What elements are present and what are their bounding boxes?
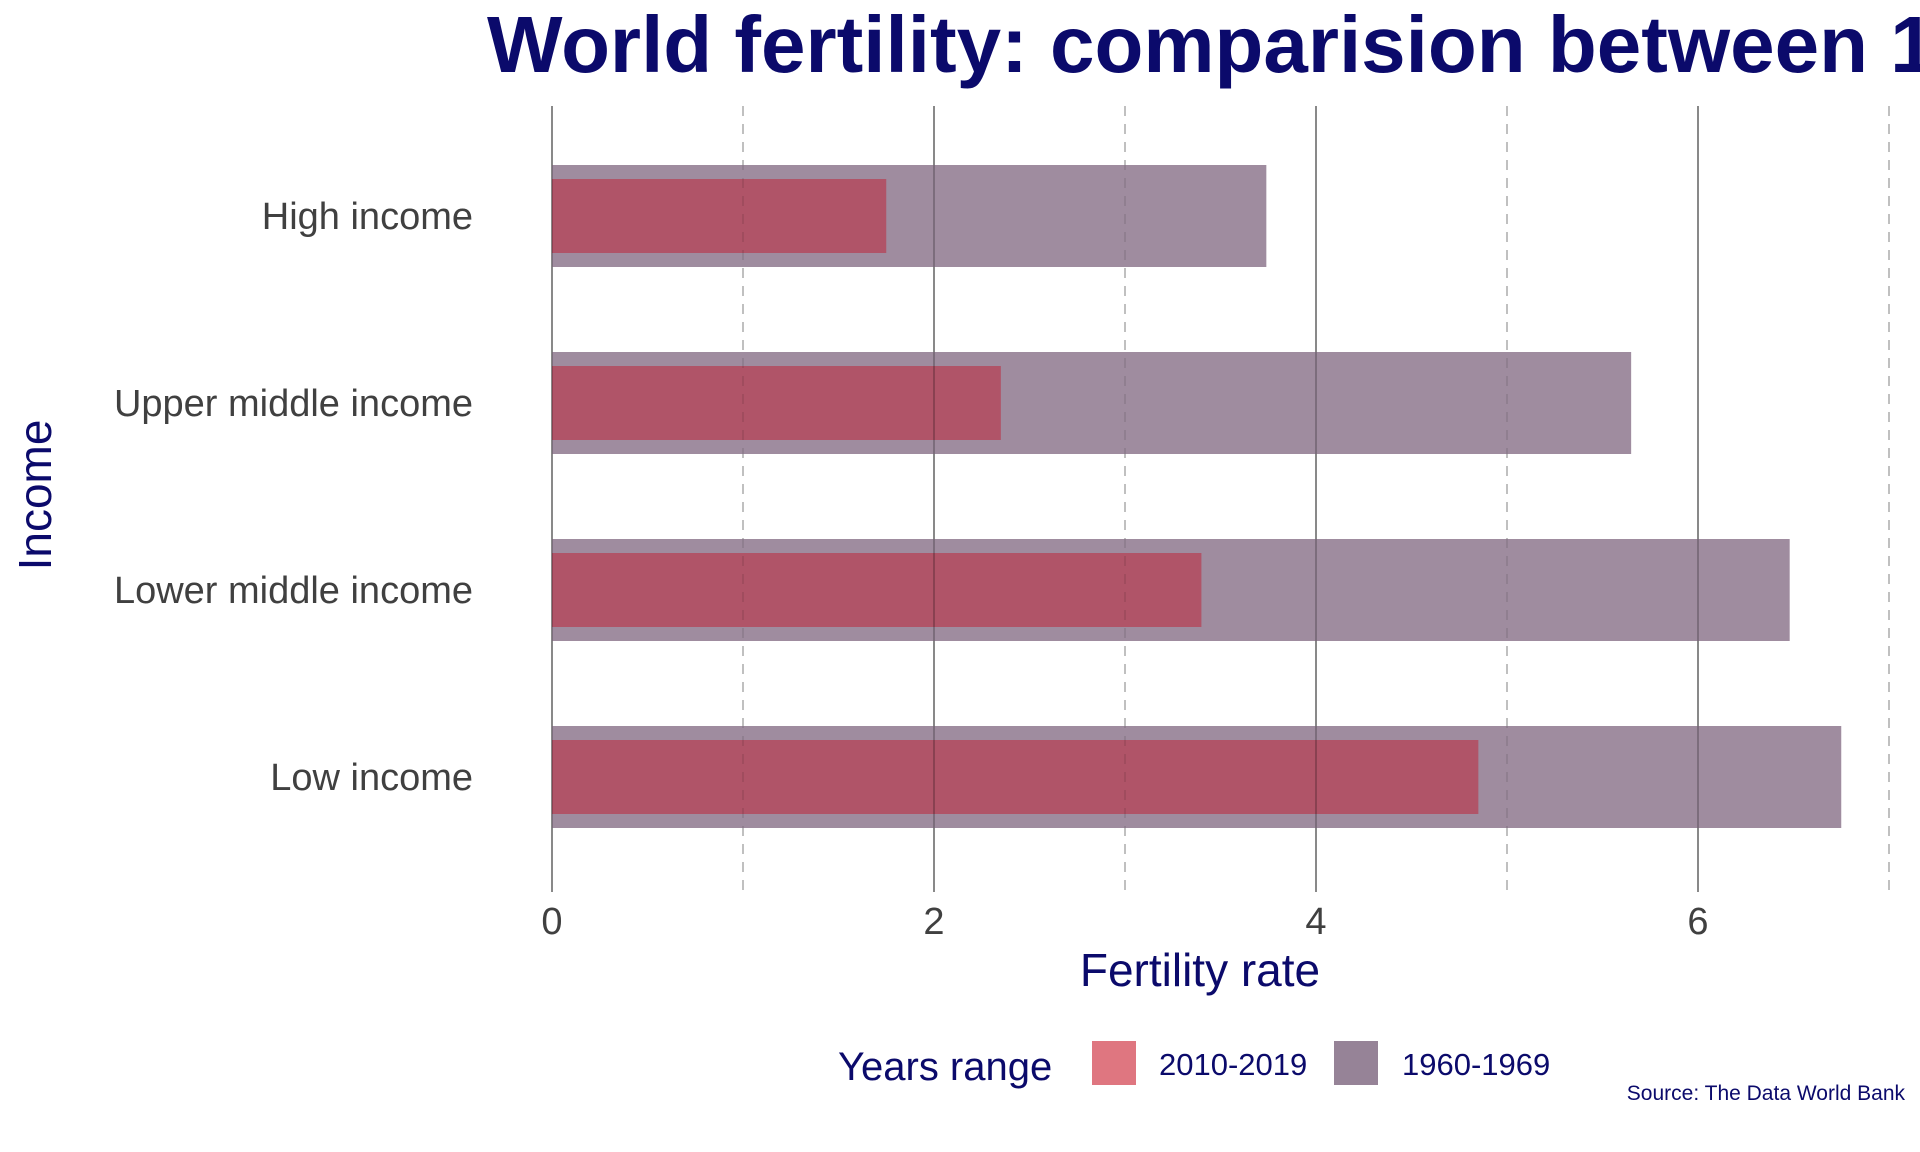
legend-label-2010-2019: 2010-2019 (1159, 1047, 1307, 1082)
bar-2010-2019-0 (552, 179, 887, 253)
legend-swatch-2010-2019 (1092, 1041, 1136, 1085)
category-label: Low income (270, 757, 473, 799)
x-tick-label: 6 (1687, 901, 1708, 943)
legend-label-1960-1969: 1960-1969 (1402, 1047, 1550, 1082)
grid-lines-overlay (551, 106, 1890, 892)
x-tick-label: 0 (541, 901, 562, 943)
x-tick-label: 2 (923, 901, 944, 943)
category-labels: High income Upper middle income Lower midd… (114, 196, 473, 799)
bar-2010-2019-1 (552, 366, 1001, 440)
x-tick-label: 4 (1305, 901, 1326, 943)
category-label: Lower middle income (114, 570, 473, 612)
chart-title: World fertility: comparision between 1 (487, 0, 1920, 89)
legend-swatch-1960-1969 (1334, 1041, 1378, 1085)
x-axis-title: Fertility rate (1080, 944, 1320, 996)
x-tick-labels: 0 2 4 6 (541, 901, 1708, 943)
series-1960-1969-bars (552, 165, 1842, 828)
legend: Years range 2010-2019 1960-1969 (838, 1041, 1550, 1089)
legend-title: Years range (838, 1045, 1052, 1089)
bar-2010-2019-2 (552, 553, 1202, 627)
source-caption: Source: The Data World Bank (1627, 1082, 1906, 1105)
category-label: Upper middle income (114, 383, 473, 425)
bar-2010-2019-3 (552, 740, 1479, 814)
series-2010-2019-bars (552, 179, 1479, 814)
category-label: High income (262, 196, 473, 238)
y-axis-title: Income (9, 420, 61, 571)
